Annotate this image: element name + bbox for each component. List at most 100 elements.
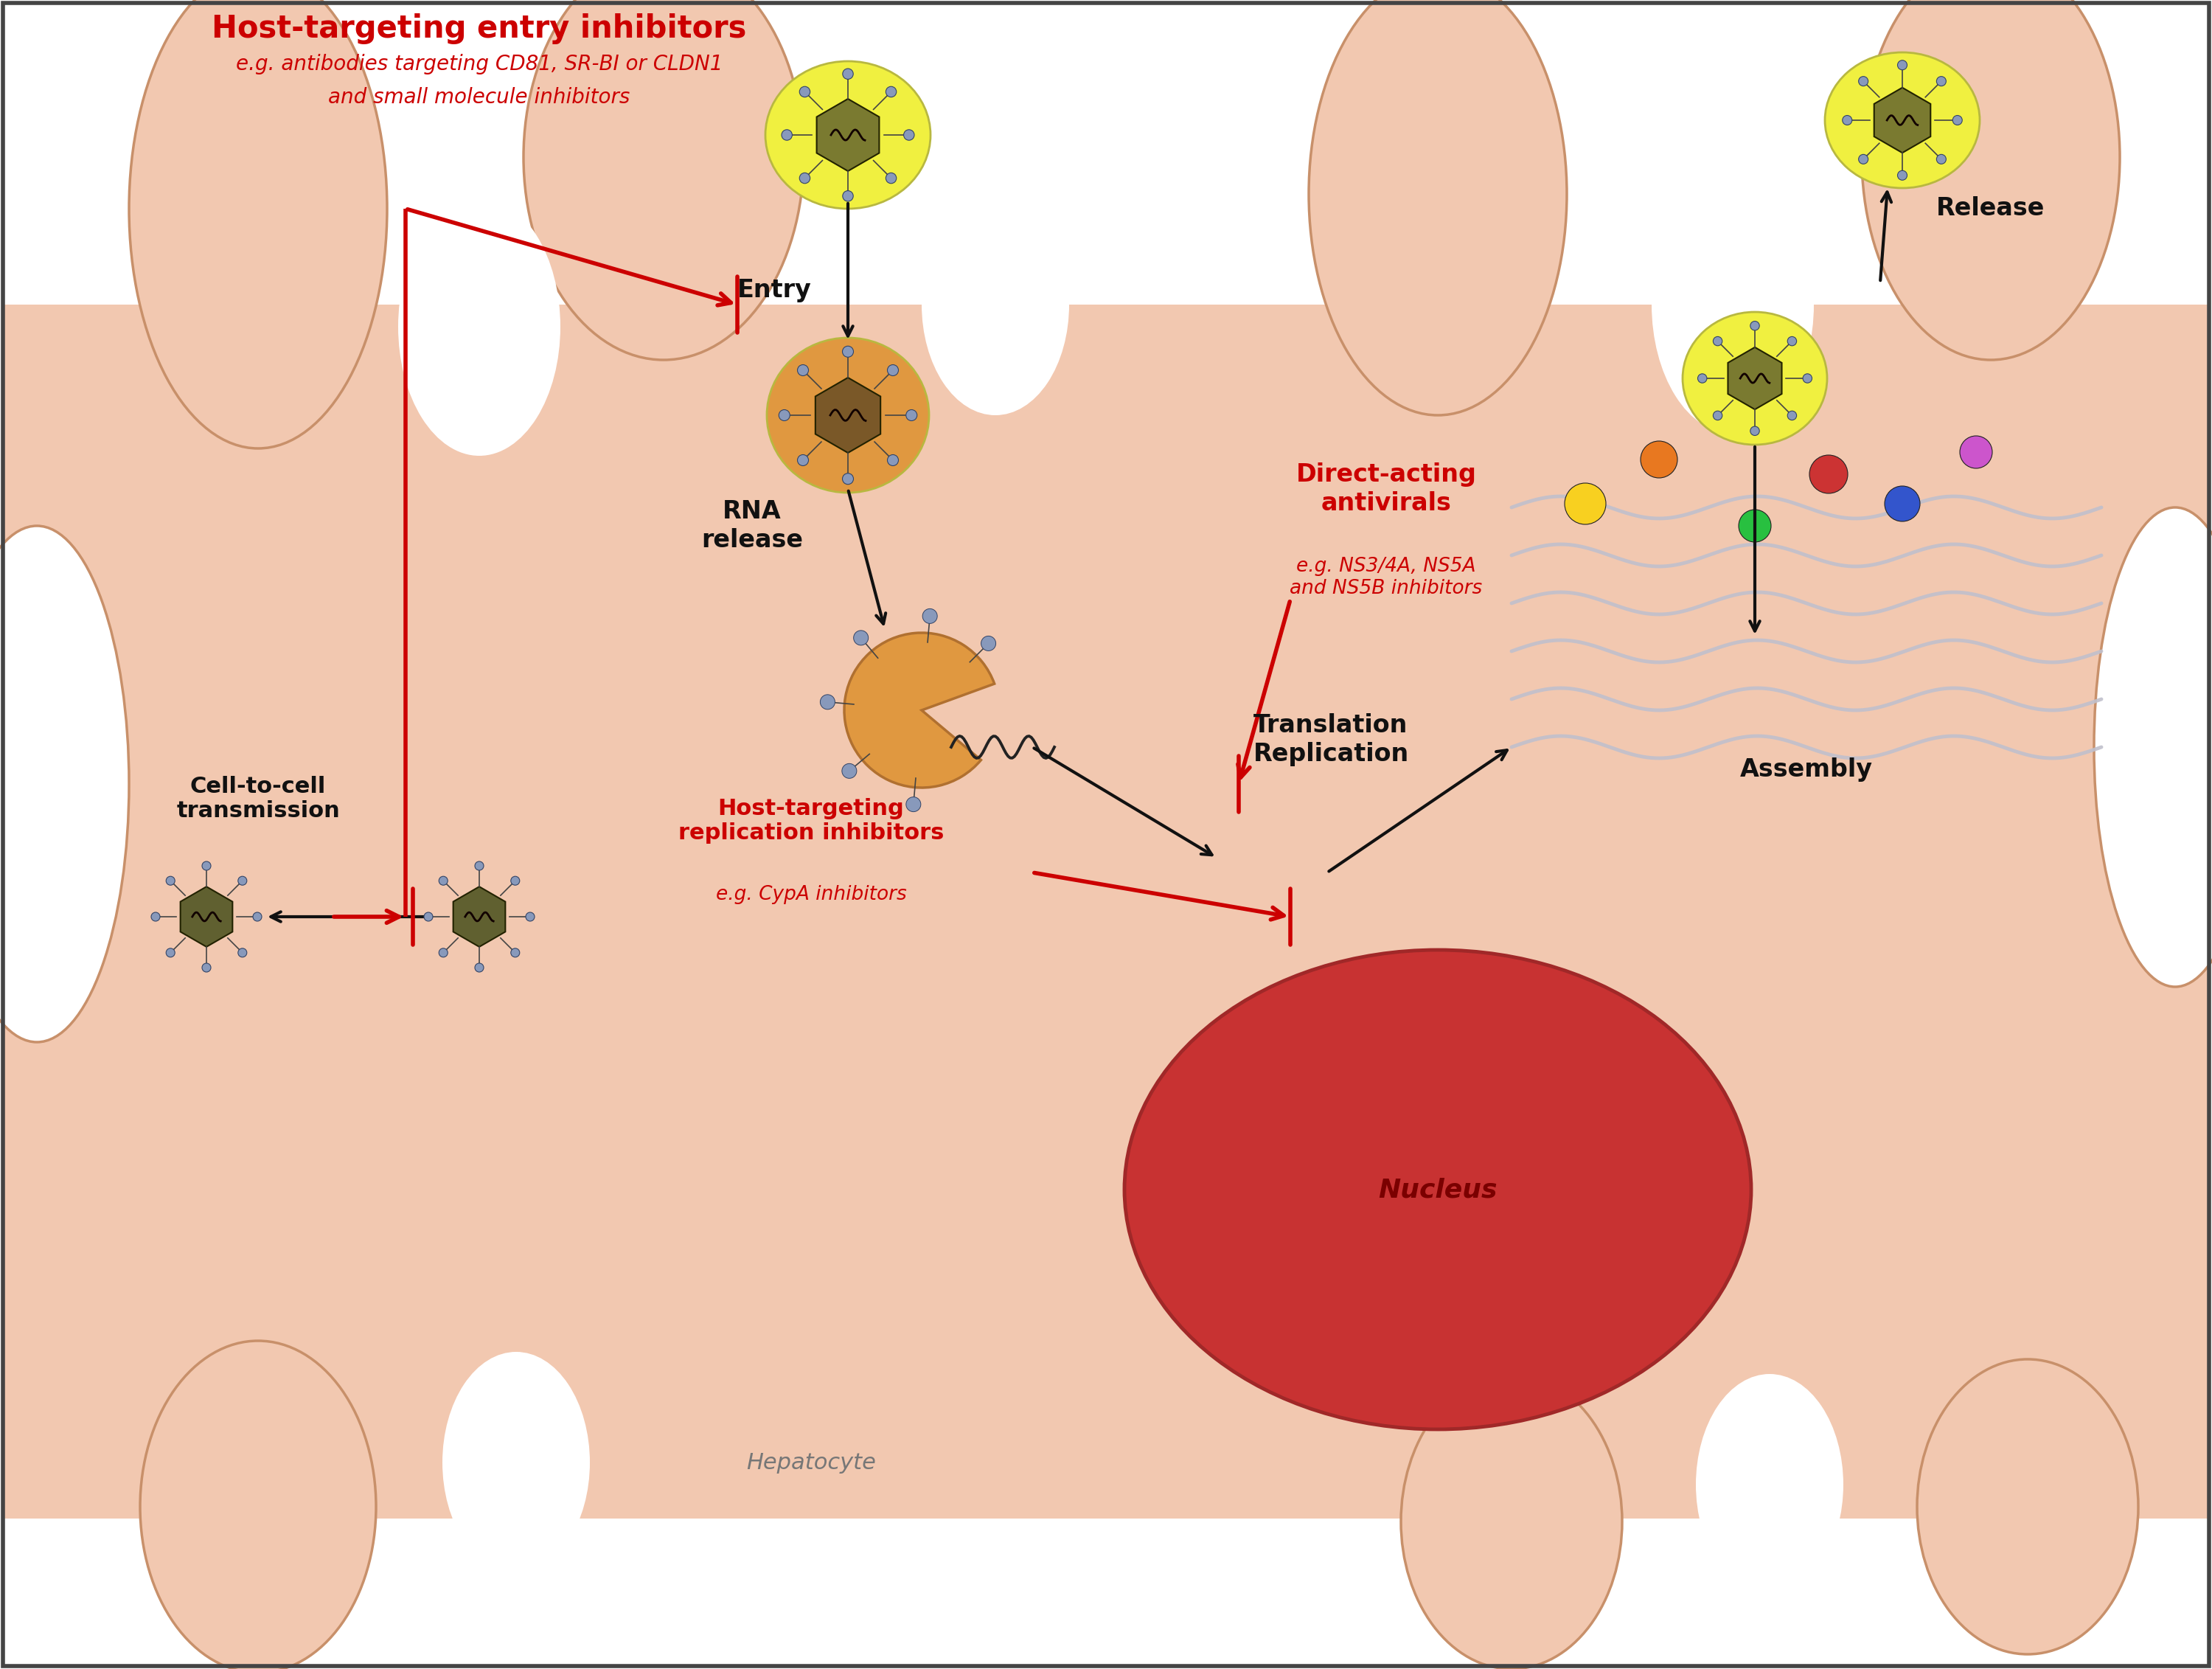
Polygon shape (816, 377, 880, 452)
Circle shape (799, 174, 810, 184)
Text: e.g. CypA inhibitors: e.g. CypA inhibitors (717, 885, 907, 905)
Circle shape (252, 913, 261, 921)
Polygon shape (816, 98, 878, 172)
Text: Assembly: Assembly (1741, 758, 1874, 781)
Circle shape (1885, 486, 1920, 521)
Text: Nucleus: Nucleus (1378, 1177, 1498, 1202)
Circle shape (511, 948, 520, 956)
Text: Host-targeting
replication inhibitors: Host-targeting replication inhibitors (679, 798, 945, 845)
Circle shape (201, 861, 210, 870)
Ellipse shape (765, 62, 931, 209)
Ellipse shape (1697, 1374, 1843, 1596)
Circle shape (982, 636, 995, 651)
Polygon shape (1874, 87, 1931, 154)
Circle shape (1935, 155, 1947, 164)
Ellipse shape (398, 197, 560, 456)
Circle shape (1699, 374, 1708, 382)
Circle shape (1898, 170, 1907, 180)
Circle shape (150, 913, 159, 921)
Circle shape (1858, 155, 1869, 164)
Circle shape (1787, 337, 1796, 345)
Circle shape (476, 861, 484, 870)
Circle shape (821, 694, 834, 709)
Text: RNA
release: RNA release (701, 499, 803, 552)
Circle shape (799, 87, 810, 97)
Circle shape (1953, 115, 1962, 125)
Circle shape (887, 366, 898, 376)
Circle shape (1750, 320, 1759, 330)
Ellipse shape (2095, 507, 2212, 986)
Text: Entry: Entry (737, 277, 812, 302)
Circle shape (438, 876, 447, 885)
Circle shape (166, 876, 175, 885)
Circle shape (425, 913, 434, 921)
Circle shape (843, 764, 856, 778)
Circle shape (843, 190, 854, 202)
Text: Direct-acting
antivirals: Direct-acting antivirals (1296, 462, 1475, 516)
Bar (2, 1519, 2210, 1666)
Circle shape (201, 963, 210, 971)
Text: Host-targeting entry inhibitors: Host-targeting entry inhibitors (212, 13, 748, 45)
Ellipse shape (768, 337, 929, 492)
Circle shape (843, 474, 854, 484)
Circle shape (438, 948, 447, 956)
Ellipse shape (128, 0, 387, 449)
Circle shape (885, 87, 896, 97)
Circle shape (779, 409, 790, 421)
Circle shape (1712, 337, 1723, 345)
Ellipse shape (1124, 950, 1752, 1429)
Circle shape (1960, 436, 1993, 469)
Circle shape (1750, 426, 1759, 436)
Circle shape (166, 948, 175, 956)
Ellipse shape (922, 194, 1068, 416)
Circle shape (781, 130, 792, 140)
Circle shape (843, 345, 854, 357)
Circle shape (1712, 411, 1723, 421)
Circle shape (907, 798, 920, 811)
Circle shape (799, 454, 810, 466)
Ellipse shape (524, 0, 803, 361)
Text: Release: Release (1935, 197, 2046, 220)
Ellipse shape (442, 1352, 591, 1574)
Text: e.g. antibodies targeting CD81, SR-BI or CLDN1: e.g. antibodies targeting CD81, SR-BI or… (237, 53, 723, 75)
Circle shape (887, 454, 898, 466)
Text: e.g. NS3/4A, NS5A
and NS5B inhibitors: e.g. NS3/4A, NS5A and NS5B inhibitors (1290, 557, 1482, 598)
Circle shape (885, 174, 896, 184)
Ellipse shape (139, 1340, 376, 1669)
Circle shape (1803, 374, 1812, 382)
Ellipse shape (1863, 0, 2119, 361)
Circle shape (907, 409, 918, 421)
Circle shape (476, 963, 484, 971)
Circle shape (526, 913, 535, 921)
Polygon shape (1728, 347, 1783, 409)
Text: Cell-to-cell
transmission: Cell-to-cell transmission (177, 776, 341, 821)
Ellipse shape (1825, 52, 1980, 189)
Circle shape (843, 68, 854, 78)
Bar (2, 0, 2210, 305)
Ellipse shape (1918, 1359, 2139, 1654)
Circle shape (1739, 509, 1772, 542)
Circle shape (239, 876, 248, 885)
Ellipse shape (0, 526, 128, 1041)
Circle shape (1935, 77, 1947, 87)
Text: Translation
Replication: Translation Replication (1254, 713, 1409, 766)
Circle shape (922, 609, 938, 624)
Wedge shape (845, 633, 995, 788)
Circle shape (799, 366, 810, 376)
Circle shape (1564, 482, 1606, 524)
Circle shape (1809, 456, 1847, 494)
Polygon shape (453, 886, 504, 946)
Circle shape (239, 948, 248, 956)
Text: and small molecule inhibitors: and small molecule inhibitors (327, 87, 630, 108)
Polygon shape (181, 886, 232, 946)
Ellipse shape (1683, 312, 1827, 444)
Circle shape (854, 631, 869, 646)
Text: Hepatocyte: Hepatocyte (745, 1452, 876, 1474)
Ellipse shape (1400, 1374, 1621, 1669)
Circle shape (1898, 60, 1907, 70)
Circle shape (1858, 77, 1869, 87)
Ellipse shape (1310, 0, 1566, 416)
Circle shape (1787, 411, 1796, 421)
Circle shape (1843, 115, 1851, 125)
Circle shape (1641, 441, 1677, 477)
